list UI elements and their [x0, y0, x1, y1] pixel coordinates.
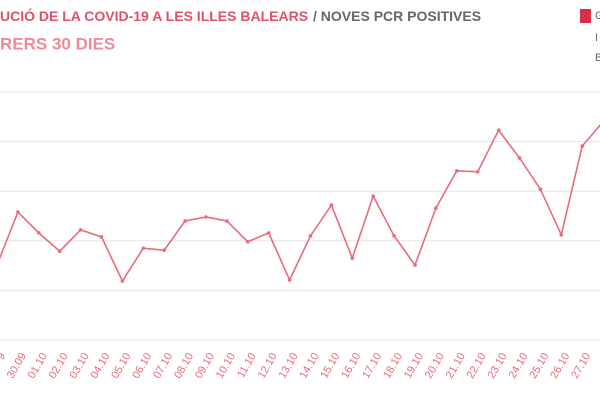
x-tick-label: 14.10 [297, 351, 321, 381]
x-tick-label: 12.10 [256, 351, 280, 381]
x-tick-label: 15.10 [318, 351, 342, 381]
x-tick-label: 08.10 [172, 351, 196, 381]
point [580, 144, 584, 148]
point [287, 278, 292, 282]
point [559, 233, 564, 237]
x-tick-label: 07.10 [151, 351, 175, 381]
x-tick-label: 24.10 [506, 351, 530, 381]
point [204, 215, 208, 219]
point [120, 279, 125, 283]
logo-text: B [595, 52, 600, 64]
point [266, 231, 271, 235]
point [496, 128, 501, 132]
chart-title: UCIÓ DE LA COVID-19 A LES ILLES BALEARS /… [0, 7, 481, 24]
point [392, 234, 396, 238]
title-suffix: / NOVES PCR POSITIVES [313, 8, 481, 24]
x-tick-label: 05.10 [109, 351, 133, 381]
x-tick-label: 25.10 [527, 351, 551, 381]
point [37, 231, 41, 235]
point [141, 246, 146, 251]
x-tick-label: 20.10 [423, 351, 447, 381]
point [308, 234, 313, 238]
x-tick-label: 23.10 [486, 351, 510, 381]
x-tick-label: 19.10 [402, 351, 426, 381]
point [475, 170, 480, 174]
x-tick-label: 09.10 [193, 351, 217, 381]
x-tick-label: 27.10 [569, 351, 593, 381]
title-main: UCIÓ DE LA COVID-19 A LES ILLES BALEARS [0, 7, 308, 24]
point [246, 239, 250, 244]
x-tick-label: 01.10 [26, 351, 50, 381]
x-tick-label: 16.10 [339, 351, 363, 381]
point [16, 210, 20, 214]
point [455, 169, 459, 173]
point [99, 235, 104, 239]
point [225, 219, 229, 223]
x-tick-label: 06.10 [130, 351, 154, 381]
x-tick-label: 04.10 [88, 351, 112, 381]
x-tick-label: 18.10 [381, 351, 405, 381]
logo: G I B [580, 9, 600, 64]
logo-mark [580, 9, 591, 23]
point [413, 263, 417, 267]
x-tick-label: 22.10 [465, 351, 489, 381]
point [183, 219, 187, 223]
point [517, 156, 522, 160]
point [57, 249, 62, 254]
x-tick-label: 02.10 [47, 351, 71, 381]
x-tick-label: 21.10 [444, 351, 468, 381]
point [78, 228, 83, 232]
x-tick-label: 9 [0, 351, 8, 362]
chart-subtitle: RERS 30 DIES [0, 34, 115, 53]
x-tick-label: 30.09 [5, 351, 29, 381]
point [329, 203, 334, 207]
x-tick-label: 03.10 [68, 351, 92, 381]
point [434, 206, 438, 210]
point [538, 187, 543, 192]
logo-text: I [595, 32, 598, 44]
x-tick-label: 13.10 [277, 351, 301, 381]
point [371, 194, 376, 198]
x-tick-label: 17.10 [360, 351, 384, 381]
x-tick-label: 26.10 [548, 351, 572, 381]
line [0, 124, 600, 283]
logo-text: G [595, 10, 600, 22]
point [162, 248, 166, 253]
point [350, 256, 355, 260]
x-tick-label: 10.10 [214, 351, 238, 381]
